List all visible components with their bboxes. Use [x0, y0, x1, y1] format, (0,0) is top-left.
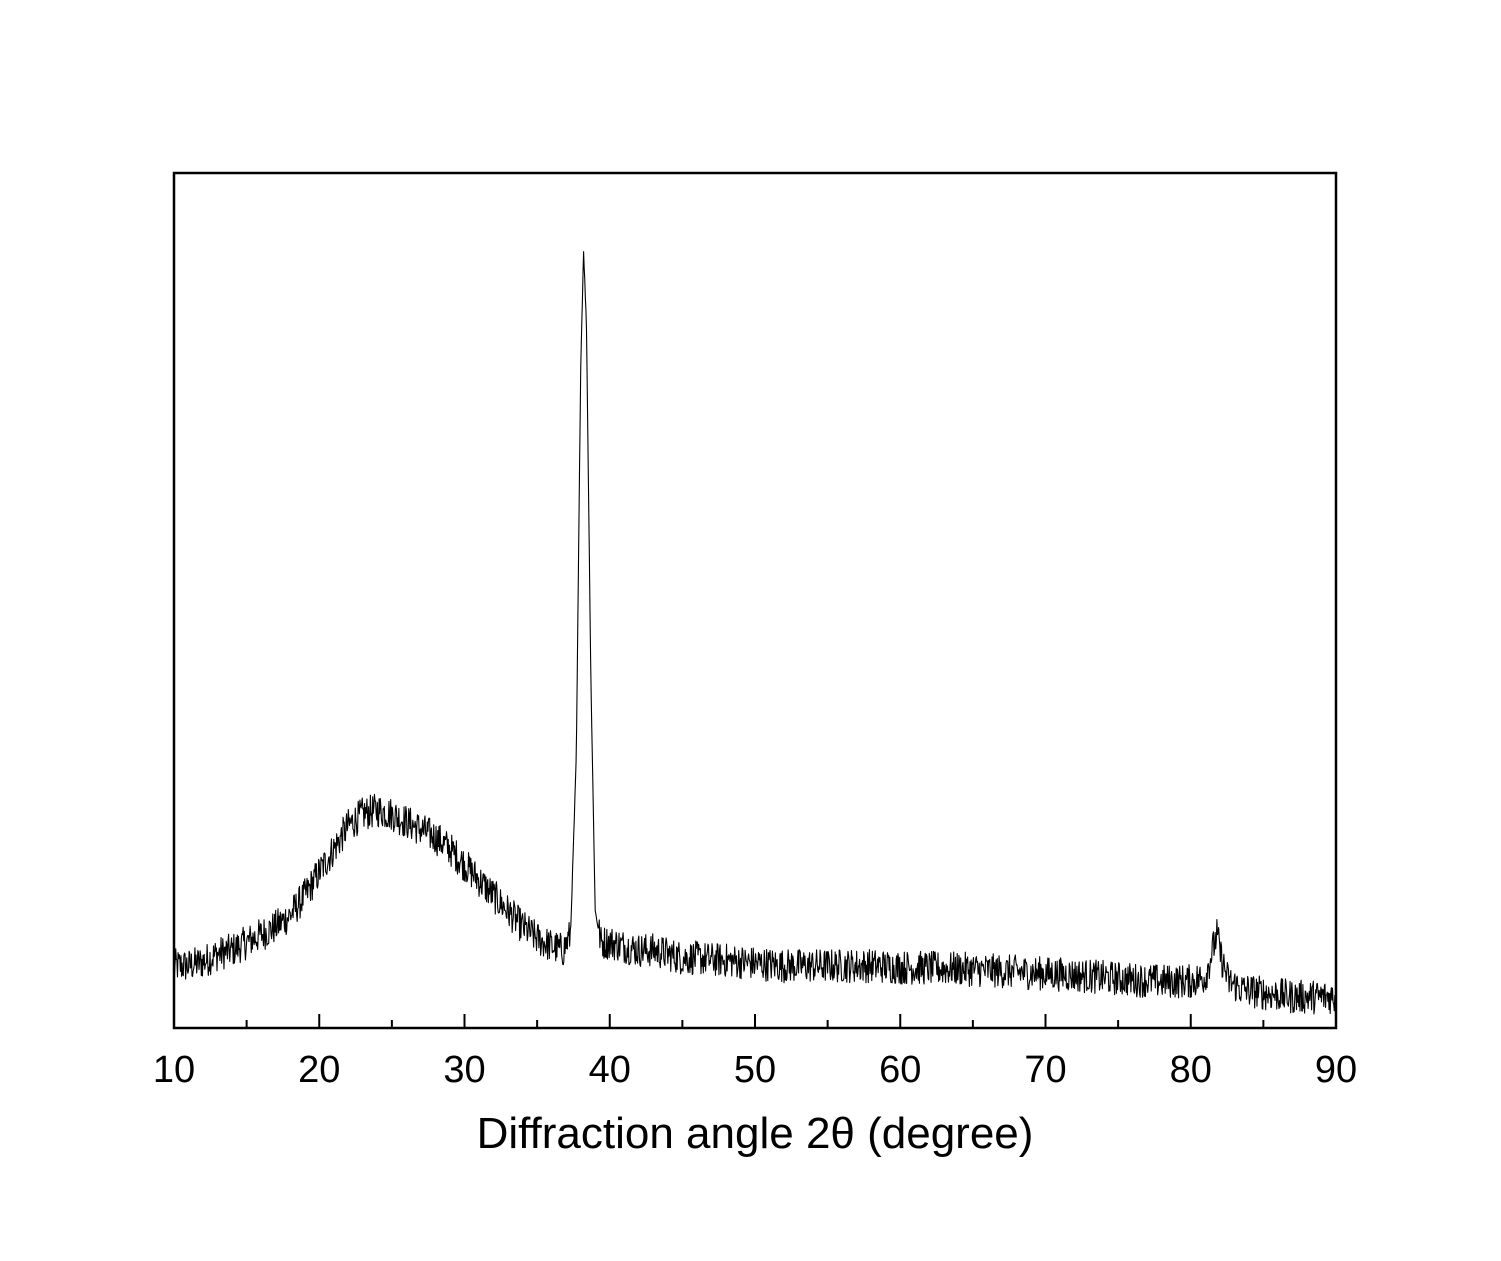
x-axis-ticks [173, 1014, 1337, 1028]
x-axis-tick-labels: 10 20 30 40 50 60 70 80 90 [153, 1049, 1357, 1091]
x-axis-title: Diffraction angle 2θ (degree) [477, 1109, 1034, 1158]
x-tick-label: 60 [879, 1049, 921, 1091]
x-tick-label: 20 [298, 1049, 340, 1091]
x-tick-label: 80 [1170, 1049, 1212, 1091]
x-tick-label: 40 [589, 1049, 631, 1091]
plot-frame [172, 171, 1338, 1030]
x-tick-label: 30 [443, 1049, 485, 1091]
series-line [173, 251, 1337, 1015]
x-tick-label: 90 [1315, 1049, 1357, 1091]
x-tick-label: 70 [1024, 1049, 1066, 1091]
x-tick-label: 50 [734, 1049, 776, 1091]
x-tick-label: 10 [153, 1049, 195, 1091]
